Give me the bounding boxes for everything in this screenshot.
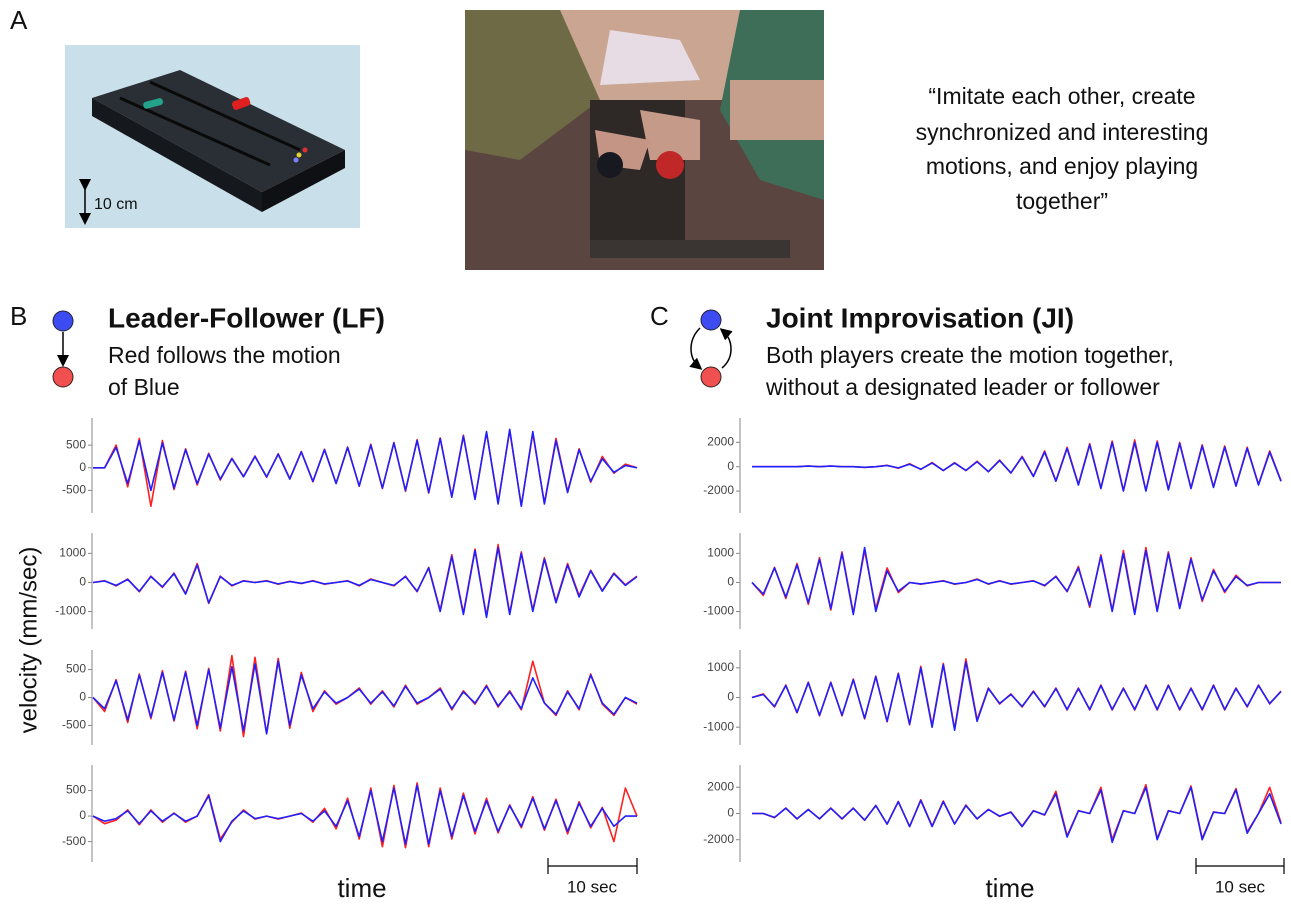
y-tick-label: 1000 — [707, 660, 734, 674]
y-tick-label: -2000 — [703, 483, 734, 497]
y-tick-label: -1000 — [703, 719, 734, 733]
y-tick-label: 0 — [79, 460, 86, 474]
arrow — [719, 328, 733, 369]
series-line — [92, 546, 638, 619]
quote-line: synchronized and interesting — [916, 119, 1209, 145]
y-tick-label: -500 — [62, 834, 86, 848]
y-tick-label: 0 — [79, 808, 86, 822]
series-line — [751, 661, 1282, 731]
y-tick-label: -500 — [62, 483, 86, 497]
player-node — [700, 366, 722, 388]
series-line — [752, 783, 1282, 841]
panel-label: B — [10, 301, 27, 331]
series-line — [92, 784, 637, 845]
scale-label: 10 cm — [94, 196, 138, 213]
y-tick-label: -2000 — [703, 832, 734, 846]
quote: “Imitate each other, create synchronized… — [916, 83, 1209, 214]
y-axis-label: velocity (mm/sec) — [15, 547, 42, 734]
series-line — [752, 786, 1282, 844]
panel-label: C — [650, 301, 669, 331]
panel-subtitle: without a designated leader or follower — [765, 374, 1160, 400]
follower-node — [52, 366, 74, 388]
panel-title: Leader-Follower (LF) — [108, 302, 385, 333]
y-tick-label: -1000 — [55, 604, 86, 618]
panel-label: A — [10, 5, 28, 35]
y-tick-label: 0 — [727, 806, 734, 820]
scale-bar — [547, 858, 1285, 874]
quote-line: motions, and enjoy playing — [926, 153, 1198, 179]
y-tick-label: 2000 — [707, 779, 734, 793]
device-render — [65, 45, 360, 228]
panel-subtitle: Both players create the motion together, — [766, 342, 1174, 368]
series-line — [93, 428, 638, 507]
panel-title: Joint Improvisation (JI) — [766, 302, 1074, 333]
y-tick-label: 500 — [66, 437, 86, 451]
y-tick-label: 1000 — [59, 546, 86, 560]
y-tick-label: 1000 — [707, 546, 734, 560]
x-axis-label: time — [985, 873, 1034, 903]
series-line — [752, 441, 1282, 492]
photo — [465, 10, 824, 270]
y-tick-label: 500 — [66, 783, 86, 797]
scale-bar-label: 10 sec — [567, 877, 618, 896]
y-tick-label: -1000 — [703, 604, 734, 618]
arrow — [689, 327, 703, 370]
series-line — [751, 546, 1281, 616]
y-tick-label: 0 — [727, 459, 734, 473]
series-line — [92, 543, 638, 617]
scale-bar-label: 10 sec — [1215, 877, 1266, 896]
y-tick-label: 2000 — [707, 435, 734, 449]
player-node — [700, 309, 722, 331]
y-tick-label: 0 — [727, 575, 734, 589]
leader-node — [52, 310, 74, 332]
series-line — [92, 660, 638, 735]
x-axis-label: time — [337, 873, 386, 903]
y-tick-label: -500 — [62, 718, 86, 732]
quote-line: together” — [1016, 188, 1108, 214]
panel-subtitle: of Blue — [108, 374, 180, 400]
series-line — [751, 658, 1282, 730]
y-tick-label: 0 — [727, 690, 734, 704]
y-tick-label: 0 — [79, 575, 86, 589]
quote-line: “Imitate each other, create — [928, 83, 1195, 109]
y-tick-label: 500 — [66, 662, 86, 676]
panel-subtitle: Red follows the motion — [108, 342, 341, 368]
y-tick-label: 0 — [79, 690, 86, 704]
